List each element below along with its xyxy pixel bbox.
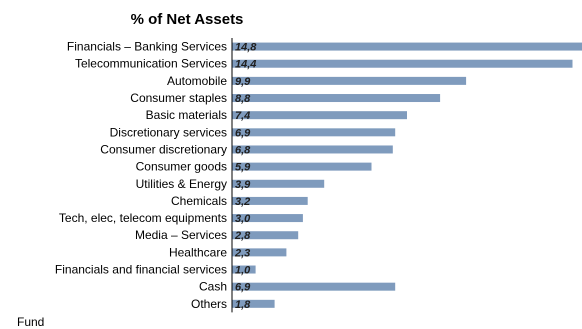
category-label: Tech, elec, telecom equipments [59,211,227,225]
data-label: 5,9 [235,162,251,174]
bar [232,282,396,291]
bar [232,111,407,120]
bar [232,265,256,274]
bar [232,145,393,154]
bar [232,179,325,188]
bar [232,162,372,171]
category-label: Healthcare [169,245,227,259]
data-label: 6,9 [235,127,251,139]
category-label: Basic materials [146,108,227,122]
category-label: Media – Services [135,228,227,242]
category-label: Chemicals [171,194,227,208]
bars-group: Financials – Banking Services 14,8 Telecom… [55,40,582,311]
bar [232,94,441,103]
bar [232,196,308,205]
data-label: 3,0 [235,213,251,225]
data-label: 7,4 [235,110,250,122]
category-label: Consumer staples [130,91,227,105]
bar [232,214,303,223]
bar [232,42,582,51]
data-label: 6,8 [235,144,251,156]
category-label: Cash [199,280,227,294]
category-label: Utilities & Energy [136,177,227,191]
data-label: 1,8 [235,299,251,311]
category-label: Others [191,297,227,311]
bar [232,299,275,308]
category-label: Consumer discretionary [100,142,227,156]
bar [232,248,287,257]
category-label: Consumer goods [136,160,227,174]
category-label: Financials and financial services [55,263,227,277]
chart-title: % of Net Assets [131,11,244,28]
footer-label: Fund [17,315,44,329]
data-label: 6,9 [235,282,251,294]
data-label: 2,8 [234,230,251,242]
category-label: Telecommunication Services [75,57,227,71]
bar [232,231,299,240]
data-label: 8,8 [235,93,251,105]
category-label: Financials – Banking Services [67,40,227,54]
data-label: 14,4 [235,59,256,71]
data-label: 9,9 [235,76,251,88]
category-label: Discretionary services [110,125,227,139]
bar [232,76,467,85]
data-label: 3,9 [235,179,251,191]
bar [232,128,396,137]
data-label: 14,8 [235,42,257,54]
data-label: 2,3 [234,247,250,259]
bar [232,59,573,68]
data-label: 3,2 [235,196,250,208]
data-label: 1,0 [235,265,251,277]
category-label: Automobile [167,74,227,88]
